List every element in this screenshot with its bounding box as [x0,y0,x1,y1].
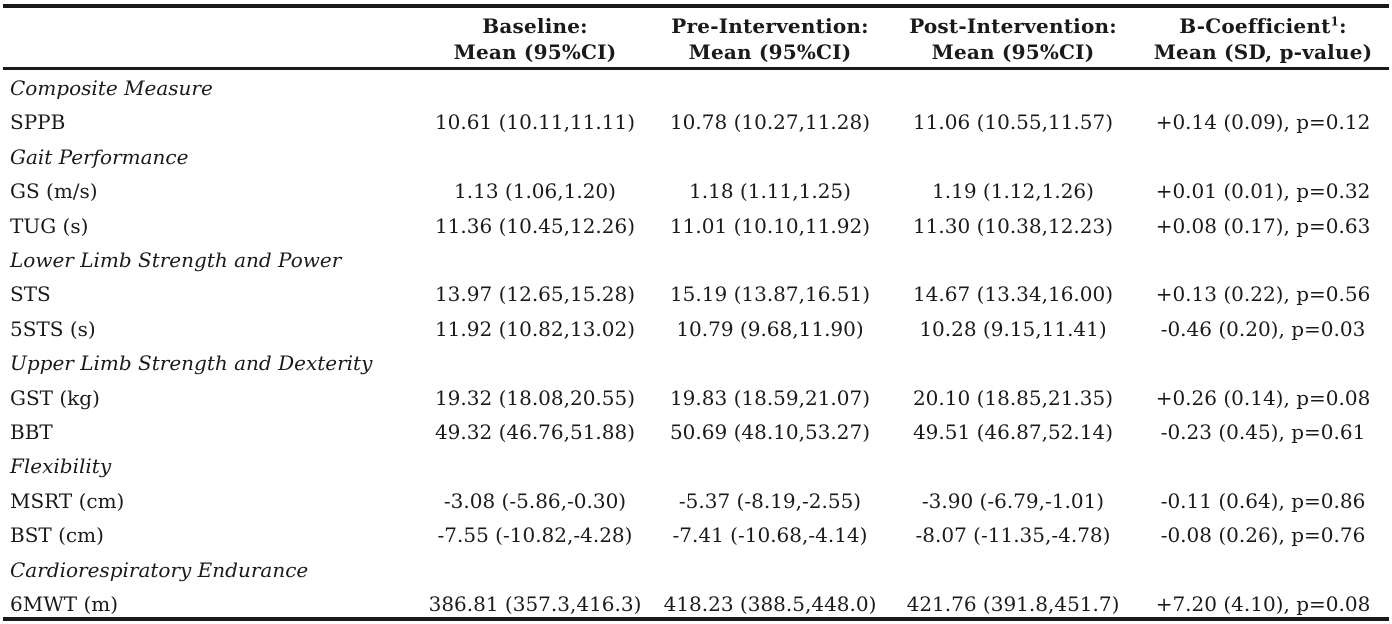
section-row: Cardiorespiratory Endurance [3,553,1389,587]
b-coefficient-cell: +0.13 (0.22), p=0.56 [1155,282,1371,307]
measure-label: MSRT (cm) [10,488,125,513]
header-pre-intervention: Pre-Intervention: Mean (95%CI) [657,13,883,65]
baseline-cell: 1.13 (1.06,1.20) [454,179,616,204]
section-label: Upper Limb Strength and Dexterity [10,351,373,376]
section-row: Gait Performance [3,140,1389,174]
section-row: Flexibility [3,449,1389,483]
post-intervention-cell: 421.76 (391.8,451.7) [906,592,1120,616]
pre-intervention-cell: 1.18 (1.11,1.25) [689,179,851,204]
pre-intervention-cell: 50.69 (48.10,53.27) [669,420,871,444]
section-label: Cardiorespiratory Endurance [10,557,309,582]
bottom-rule [3,617,1389,621]
table-row: STS 13.97 (12.65,15.28) 15.19 (13.87,16.51… [3,277,1389,311]
measure-label: GST (kg) [10,385,100,410]
baseline-cell: 13.97 (12.65,15.28) [434,282,636,307]
header-b-coefficient: B-Coefficient1: Mean (SD, p-value) [1143,13,1383,65]
post-intervention-cell: 11.30 (10.38,12.23) [912,213,1114,238]
section-row: Lower Limb Strength and Power [3,243,1389,277]
b-coefficient-cell: +7.20 (4.10), p=0.08 [1155,592,1371,616]
post-intervention-cell: 20.10 (18.85,21.35) [912,385,1114,410]
b-coefficient-cell: +0.14 (0.09), p=0.12 [1155,110,1371,135]
pre-intervention-cell: -7.41 (-10.68,-4.14) [672,523,868,548]
post-intervention-cell: 1.19 (1.12,1.26) [932,179,1094,204]
section-label: Flexibility [10,454,112,479]
post-intervention-cell: 14.67 (13.34,16.00) [912,282,1114,307]
header-coef-colon: : [1339,14,1347,38]
pre-intervention-cell: 10.78 (10.27,11.28) [669,110,871,135]
header-coef-line2: Mean (SD, p-value) [1153,40,1373,64]
b-coefficient-cell: +0.01 (0.01), p=0.32 [1155,179,1371,204]
baseline-cell: -3.08 (-5.86,-0.30) [443,488,627,513]
pre-intervention-cell: 10.79 (9.68,11.90) [676,316,864,341]
post-intervention-cell: -8.07 (-11.35,-4.78) [915,523,1111,548]
post-intervention-cell: 11.06 (10.55,11.57) [912,110,1114,135]
post-intervention-cell: 49.51 (46.87,52.14) [912,420,1114,444]
header-coef-title: B-Coefficient [1179,14,1331,38]
header-rule [3,67,1389,70]
post-intervention-cell: -3.90 (-6.79,-1.01) [921,488,1105,513]
pre-intervention-cell: 19.83 (18.59,21.07) [669,385,871,410]
measure-label: SPPB [10,110,66,135]
baseline-cell: 10.61 (10.11,11.11) [434,110,636,135]
b-coefficient-cell: -0.11 (0.64), p=0.86 [1160,488,1366,513]
table-row: 5STS (s) 11.92 (10.82,13.02) 10.79 (9.68,1… [3,312,1389,346]
table-row: GST (kg) 19.32 (18.08,20.55) 19.83 (18.59,… [3,381,1389,415]
section-row: Upper Limb Strength and Dexterity [3,346,1389,380]
header-baseline-line1: Baseline: [482,14,588,38]
results-table: Baseline: Mean (95%CI) Pre-Intervention:… [3,4,1389,622]
table-row: SPPB 10.61 (10.11,11.11) 10.78 (10.27,11.2… [3,105,1389,139]
measure-label: 6MWT (m) [10,592,119,616]
header-pre-line1: Pre-Intervention: [671,14,869,38]
section-row: Composite Measure [3,71,1389,105]
baseline-cell: 11.36 (10.45,12.26) [434,213,636,238]
header-post-line1: Post-Intervention: [909,14,1117,38]
header-post-line2: Mean (95%CI) [931,40,1095,64]
measure-label: GS (m/s) [10,179,98,204]
baseline-cell: -7.55 (-10.82,-4.28) [437,523,633,548]
header-baseline: Baseline: Mean (95%CI) [415,13,655,65]
table-row: 6MWT (m) 386.81 (357.3,416.3) 418.23 (388.… [3,587,1389,621]
table-row: BST (cm) -7.55 (-10.82,-4.28) -7.41 (-10.6… [3,518,1389,552]
header-pre-line2: Mean (95%CI) [688,40,852,64]
header-baseline-line2: Mean (95%CI) [453,40,617,64]
measure-label: STS [10,282,51,307]
b-coefficient-cell: -0.23 (0.45), p=0.61 [1160,420,1366,444]
measure-label: BBT [10,420,53,444]
pre-intervention-cell: 11.01 (10.10,11.92) [669,213,871,238]
post-intervention-cell: 10.28 (9.15,11.41) [919,316,1107,341]
baseline-cell: 49.32 (46.76,51.88) [434,420,636,444]
section-label: Composite Measure [10,76,213,100]
pre-intervention-cell: 15.19 (13.87,16.51) [669,282,871,307]
baseline-cell: 11.92 (10.82,13.02) [434,316,636,341]
section-label: Gait Performance [10,144,189,169]
section-label: Lower Limb Strength and Power [10,248,342,272]
header-coef-footnote: 1 [1330,14,1340,29]
measure-label: BST (cm) [10,523,104,548]
top-rule [3,4,1389,8]
baseline-cell: 19.32 (18.08,20.55) [434,385,636,410]
b-coefficient-cell: +0.08 (0.17), p=0.63 [1155,213,1371,238]
header-coef-line1: B-Coefficient1: [1143,13,1383,39]
measure-label: TUG (s) [10,213,89,238]
pre-intervention-cell: -5.37 (-8.19,-2.55) [678,488,862,513]
measure-label: 5STS (s) [10,316,96,341]
b-coefficient-cell: +0.26 (0.14), p=0.08 [1155,385,1371,410]
baseline-cell: 386.81 (357.3,416.3) [428,592,642,616]
header-post-intervention: Post-Intervention: Mean (95%CI) [893,13,1133,65]
pre-intervention-cell: 418.23 (388.5,448.0) [663,592,877,616]
table-row: BBT 49.32 (46.76,51.88) 50.69 (48.10,53.27… [3,415,1389,449]
b-coefficient-cell: -0.46 (0.20), p=0.03 [1160,316,1366,341]
table-row: GS (m/s) 1.13 (1.06,1.20) 1.18 (1.11,1.25)… [3,174,1389,208]
b-coefficient-cell: -0.08 (0.26), p=0.76 [1160,523,1366,548]
table-row: MSRT (cm) -3.08 (-5.86,-0.30) -5.37 (-8.19… [3,484,1389,518]
table-row: TUG (s) 11.36 (10.45,12.26) 11.01 (10.10,1… [3,209,1389,243]
